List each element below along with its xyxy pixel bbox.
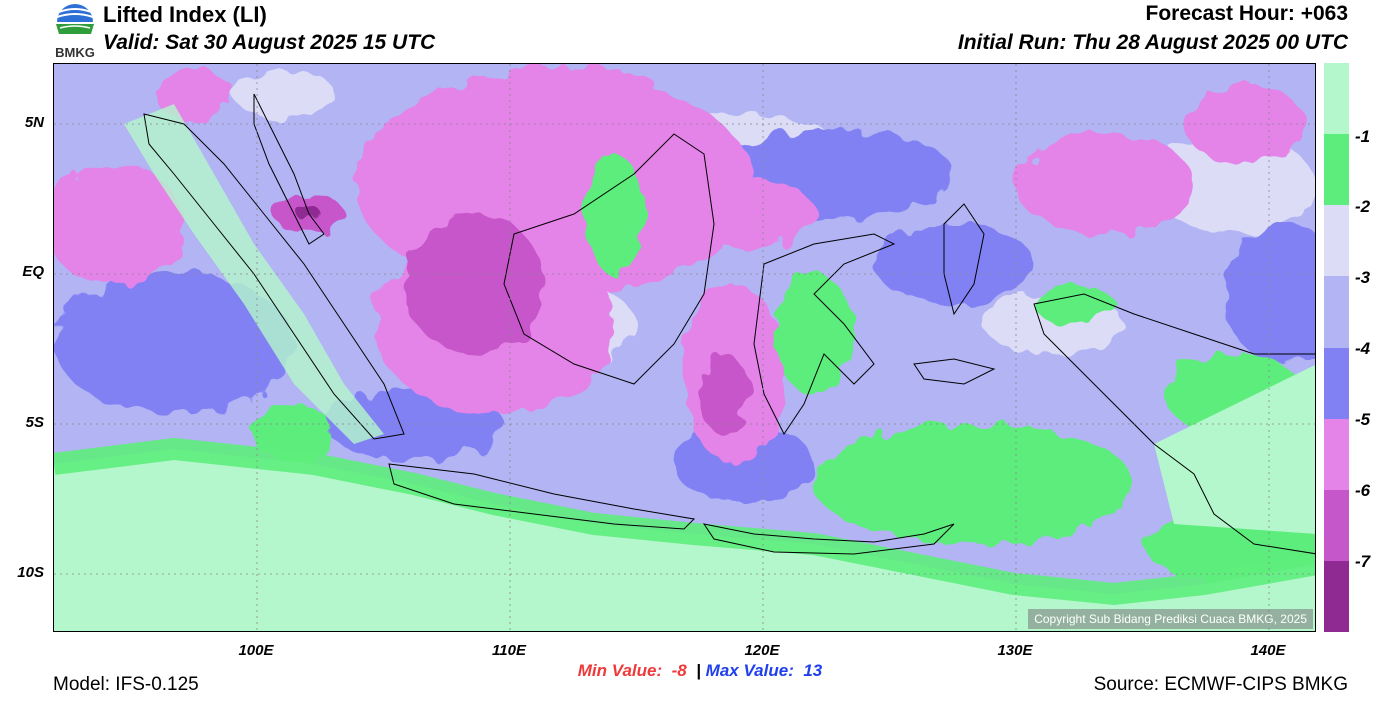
graticule — [54, 64, 1315, 631]
colorbar-label: -6 — [1355, 481, 1371, 500]
lon-tick-140e: 140E — [1250, 642, 1286, 659]
forecast-hour: Forecast Hour: +063 — [1145, 2, 1349, 25]
max-label: Max Value: — [705, 661, 794, 680]
source-info: Source: ECMWF-CIPS BMKG — [1093, 674, 1348, 695]
lon-tick-130e: 130E — [997, 642, 1033, 659]
min-value: -8 — [671, 661, 687, 680]
model-info: Model: IFS-0.125 — [53, 674, 199, 695]
min-max-summary: Min Value: -8 | Max Value: 13 — [0, 661, 1400, 681]
lon-tick-100e: 100E — [238, 642, 274, 659]
initial-run: Initial Run: Thu 28 August 2025 00 UTC — [957, 31, 1348, 54]
colorbar-label: -1 — [1355, 127, 1371, 146]
colorbar-segment — [1324, 205, 1349, 277]
max-value: 13 — [803, 661, 823, 680]
coastlines — [143, 93, 1315, 555]
colorbar-label: -3 — [1355, 268, 1371, 287]
bmkg-logo-icon: BMKG — [51, 0, 99, 60]
colorbar-label: -7 — [1355, 552, 1371, 571]
colorbar-segment — [1324, 489, 1349, 561]
lat-tick-10s: 10S — [17, 564, 44, 581]
colorbar-segment — [1324, 418, 1349, 490]
colorbar-label: -4 — [1355, 339, 1371, 358]
lat-tick-5s: 5S — [25, 414, 44, 431]
copyright-notice: Copyright Sub Bidang Prediksi Cuaca BMKG… — [1028, 609, 1313, 629]
map-title: Lifted Index (LI) — [103, 2, 267, 27]
lon-tick-110e: 110E — [492, 642, 526, 659]
lon-tick-120e: 120E — [744, 642, 780, 659]
separator: | — [696, 661, 701, 680]
logo-text: BMKG — [55, 45, 95, 60]
colorbar-label: -5 — [1355, 410, 1371, 429]
colorbar-segment — [1324, 276, 1349, 348]
lifted-index-map: Copyright Sub Bidang Prediksi Cuaca BMKG… — [53, 63, 1316, 632]
colorbar-segment — [1324, 134, 1349, 206]
colorbar-segment — [1324, 63, 1349, 135]
colorbar-segment — [1324, 560, 1349, 632]
colorbar-label: -2 — [1355, 197, 1371, 216]
lat-tick-eq: EQ — [22, 263, 44, 280]
colorbar — [1324, 63, 1349, 632]
lat-tick-5n: 5N — [24, 114, 44, 131]
colorbar-segment — [1324, 347, 1349, 419]
valid-time: Valid: Sat 30 August 2025 15 UTC — [103, 31, 436, 54]
min-label: Min Value: — [577, 661, 663, 680]
